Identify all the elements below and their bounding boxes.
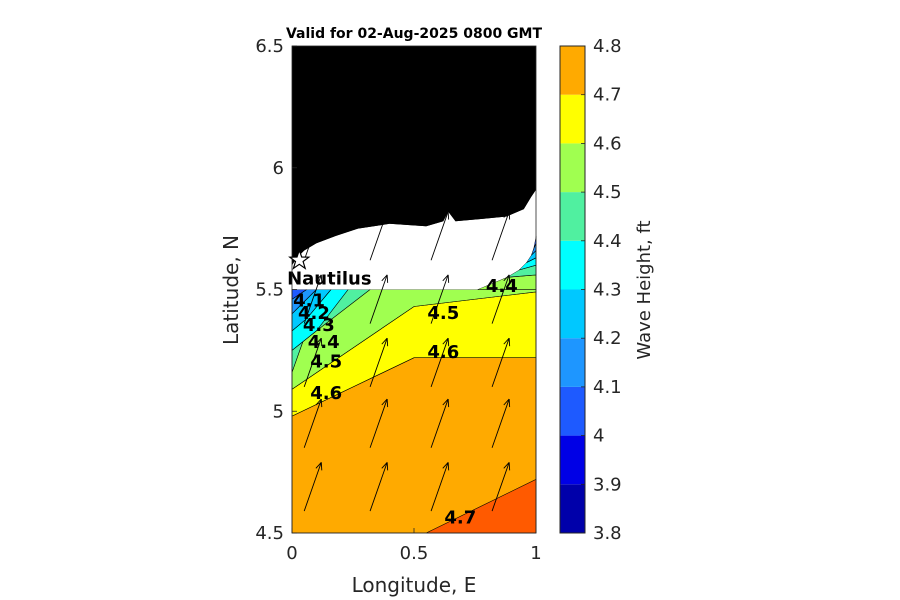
colorbar-tick-label: 3.9 [593, 474, 622, 495]
colorbar-segment [560, 289, 585, 339]
wave-direction-arrow [491, 337, 511, 388]
colorbar-tick-label: 3.8 [593, 523, 622, 544]
wave-direction-arrow [303, 337, 323, 388]
wave-direction-arrow [491, 274, 511, 324]
contour-label: 4.4 [308, 332, 340, 353]
wave-direction-arrow [369, 211, 389, 261]
x-tick-label: 1 [530, 543, 541, 564]
wave-direction-arrow [430, 462, 450, 512]
colorbar-tick-label: 4.6 [593, 133, 622, 154]
colorbar-tick-label: 4.5 [593, 182, 622, 203]
y-tick-label: 5.5 [255, 280, 284, 301]
wave-direction-arrow [303, 274, 323, 324]
colorbar-ticks: 3.8 3.9 4 4.1 4.2 4.3 4.4 4.5 4.6 4.7 4.8 [581, 36, 622, 544]
contour-label: 4.2 [298, 303, 330, 324]
contour-label: 4.1 [293, 291, 325, 312]
y-tick-label: 5 [273, 401, 284, 422]
wave-direction-arrow [369, 462, 389, 512]
colorbar-segment [560, 143, 585, 193]
colorbar-segments [560, 46, 585, 533]
wave-direction-arrow [303, 398, 323, 448]
coastline-band [292, 189, 536, 290]
colorbar [559, 45, 586, 534]
colorbar-segment [560, 94, 585, 144]
wave-direction-arrow [430, 211, 450, 261]
colorbar-tick-label: 4.7 [593, 85, 622, 106]
y-tick-label: 6.5 [255, 36, 284, 57]
land-mass [292, 46, 536, 266]
contour-label: 4.4 [486, 276, 518, 297]
wave-direction-arrow [430, 398, 450, 448]
wave-direction-arrow [491, 398, 511, 448]
wave-direction-arrow [369, 337, 389, 388]
colorbar-tick-label: 4.3 [593, 280, 622, 301]
chart-title: Valid for 02-Aug-2025 0800 GMT [286, 26, 543, 42]
axis-ticks: 0 0.5 1 4.5 5 5.5 6 6.5 [255, 36, 541, 564]
y-axis-label: Latitude, N [219, 235, 243, 345]
colorbar-tick-label: 4 [593, 426, 604, 447]
y-tick-label: 4.5 [255, 523, 284, 544]
colorbar-label: Wave Height, ft [634, 220, 655, 359]
colorbar-segment [560, 435, 585, 485]
site-label: Nautilus [287, 268, 372, 289]
wave-direction-arrow [491, 211, 511, 261]
contour-label: 4.3 [303, 315, 335, 336]
wave-direction-arrow [430, 274, 450, 324]
colorbar-segment [560, 46, 585, 95]
wave-direction-arrow [369, 398, 389, 448]
y-tick-label: 6 [273, 158, 284, 179]
colorbar-tick-label: 4.1 [593, 377, 622, 398]
wave-direction-arrow [430, 337, 450, 388]
x-tick-label: 0 [286, 543, 297, 564]
contour-label: 4.6 [427, 342, 459, 363]
colorbar-segment [560, 386, 585, 436]
wave-direction-arrow [303, 462, 323, 512]
x-tick-label: 0.5 [400, 543, 429, 564]
colorbar-segment [560, 338, 585, 387]
colorbar-tick-label: 4.8 [593, 36, 622, 57]
x-axis-label: Longitude, E [352, 573, 477, 597]
colorbar-tick-label: 4.2 [593, 328, 622, 349]
wave-direction-arrow [303, 211, 323, 261]
wave-direction-arrow [369, 274, 389, 324]
colorbar-tick-label: 4.4 [593, 231, 622, 252]
colorbar-segment [560, 484, 585, 533]
colorbar-segment [560, 192, 585, 241]
contour-label: 4.6 [310, 383, 342, 404]
wave-direction-arrow [491, 462, 511, 512]
contour-label: 4.7 [444, 507, 476, 528]
colorbar-segment [560, 240, 585, 290]
contour-label: 4.5 [427, 303, 459, 324]
contour-label: 4.5 [310, 352, 342, 373]
